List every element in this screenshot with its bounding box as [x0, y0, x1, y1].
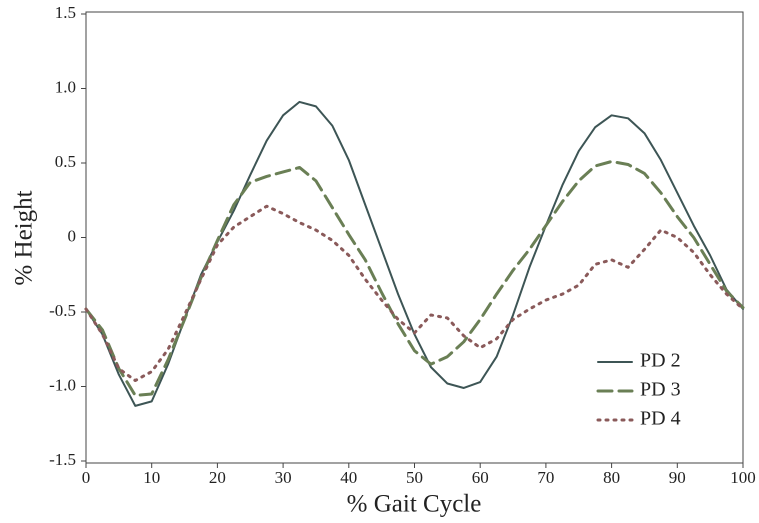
series-line — [84, 204, 745, 383]
x-axis-title: % Gait Cycle — [347, 491, 482, 518]
series-line — [84, 160, 745, 397]
x-tick-label: 40 — [340, 468, 357, 487]
x-tick-label: 100 — [730, 468, 756, 487]
y-tick-label: -1.5 — [49, 450, 76, 469]
y-tick-label: 0 — [68, 226, 77, 245]
y-tick-label: 1.5 — [55, 3, 76, 22]
y-axis-title: % Height — [11, 190, 38, 285]
y-tick-label: -0.5 — [49, 301, 76, 320]
x-tick-label: 80 — [603, 468, 620, 487]
x-tick-label: 30 — [275, 468, 292, 487]
legend-label: PD 4 — [640, 408, 681, 430]
y-tick-label: 1.0 — [55, 77, 76, 96]
y-tick-label: 0.5 — [55, 152, 76, 171]
x-tick-label: 20 — [209, 468, 226, 487]
x-tick-label: 60 — [472, 468, 489, 487]
legend-label: PD 3 — [640, 379, 681, 401]
x-tick-label: 10 — [143, 468, 160, 487]
legend-label: PD 2 — [640, 350, 681, 372]
x-tick-label: 50 — [406, 468, 423, 487]
x-tick-label: 70 — [537, 468, 554, 487]
y-tick-label: -1.0 — [49, 375, 76, 394]
x-tick-label: 0 — [82, 468, 91, 487]
x-tick-label: 90 — [669, 468, 686, 487]
